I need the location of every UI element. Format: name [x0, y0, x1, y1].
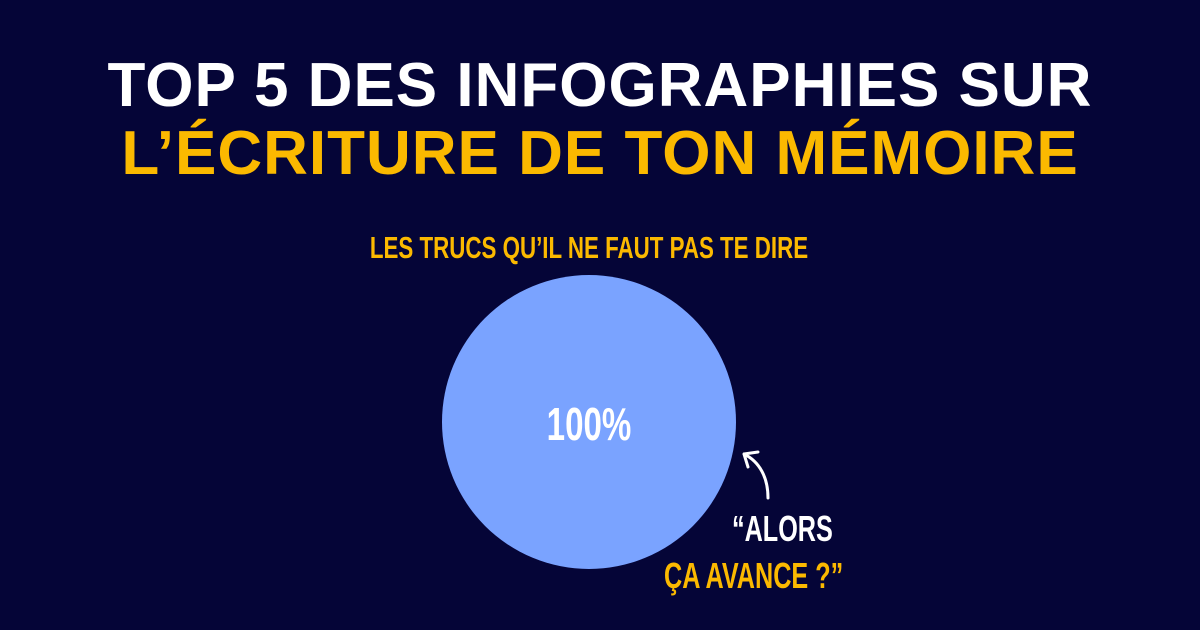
arrow-icon — [742, 450, 770, 500]
annotation-line-2: ÇA AVANCE ?” — [664, 555, 844, 596]
title-line-1: TOP 5 DES INFOGRAPHIES SUR — [107, 51, 1093, 120]
annotation-line-1: “ALORS — [732, 508, 833, 549]
title-line-2: L’ÉCRITURE DE TON MÉMOIRE — [121, 119, 1079, 188]
chart-title: LES TRUCS QU’IL NE FAUT PAS TE DIRE — [369, 230, 809, 265]
slice-label: 100% — [547, 400, 632, 450]
pie-slice-0 — [442, 275, 736, 569]
